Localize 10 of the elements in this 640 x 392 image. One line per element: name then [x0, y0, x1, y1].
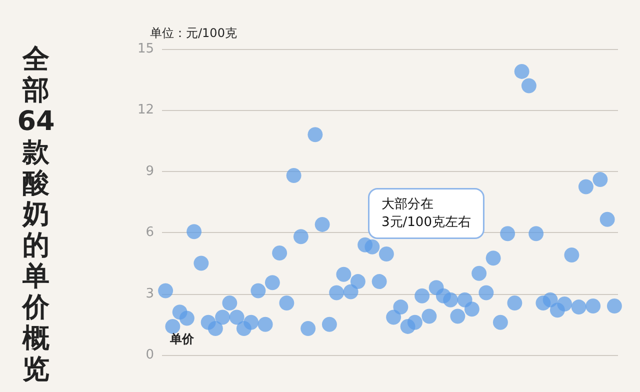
annotation: 大部分在 3元/100克左右: [382, 197, 471, 230]
y-tick-label: 9: [146, 164, 154, 179]
chart-title: 全部64款酸奶的单价概览: [17, 44, 55, 385]
y-tick-label: 3: [146, 286, 154, 302]
y-axis-title: 单位：元/100克: [150, 26, 237, 40]
series-label: 单价: [169, 332, 195, 346]
y-tick-label: 6: [146, 225, 154, 240]
y-tick-label: 15: [137, 42, 154, 56]
y-tick-label: 12: [137, 102, 154, 118]
y-tick-label: 0: [146, 348, 154, 362]
